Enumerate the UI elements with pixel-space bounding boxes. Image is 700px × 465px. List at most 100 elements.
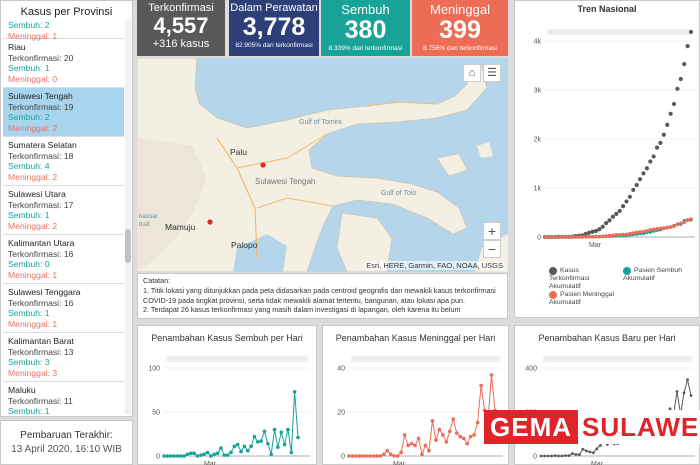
map-canvas[interactable]: Palu Sulawesi Tengah Gulf of Tomini Gulf… <box>137 58 508 272</box>
new-cases-daily-point <box>682 391 686 395</box>
new-cases-daily-point <box>553 454 557 458</box>
deaths-cumulative-point <box>553 235 557 239</box>
notes-panel: Catatan: 1. Titik lokasi yang ditunjukka… <box>137 273 508 319</box>
deaths-daily-point <box>458 434 463 439</box>
confirmed-cumulative-point <box>688 29 694 35</box>
map-point-sulbar[interactable] <box>207 219 213 225</box>
deaths-daily-point <box>451 417 456 421</box>
notes-line-1: 1. Titik lokasi yang ditunjukkan pada pe… <box>143 285 496 305</box>
notes-line-2: 2. Terdapat 26 kasus terkonfirmasi yang … <box>143 305 461 315</box>
recovered-daily-point <box>202 452 206 457</box>
trend-chart[interactable]: 4k 3k 2k 1k 0 Mar <box>515 17 700 317</box>
deaths-cumulative-point <box>628 231 632 236</box>
range-slider <box>351 356 501 362</box>
recovered-label: Sembuh <box>341 2 390 17</box>
legend-recovered[interactable]: Pasien Sembuh Akumulatif <box>623 267 695 283</box>
deaths-cumulative-point <box>594 234 598 239</box>
deaths-cumulative-point <box>597 234 602 239</box>
y-tick-label: 2k <box>534 137 542 144</box>
province-item[interactable]: Sulawesi Tengah Terkonfirmasi: 19 Sembuh: … <box>3 87 124 136</box>
recovered-sub: 8.339% dari terkonfirmasi <box>328 45 403 52</box>
province-confirmed: Terkonfirmasi: 16 <box>8 248 74 259</box>
confirmed-cumulative-point <box>668 111 673 116</box>
province-recovered: Sembuh: 2 <box>8 20 50 30</box>
deaths-sub: 8.756% dari terkonfirmasi <box>423 45 497 52</box>
confirmed-cumulative-point <box>685 44 690 49</box>
recovered-daily-point <box>282 442 287 447</box>
province-item[interactable]: Sulawesi Utara Terkonfirmasi: 17 Sembuh: 1… <box>3 185 124 234</box>
province-name: Riau <box>8 42 26 52</box>
new-cases-daily-point <box>543 454 546 458</box>
deaths-daily-point <box>448 429 452 434</box>
deaths-daily-point <box>399 450 403 455</box>
deaths-cumulative-point <box>556 235 561 239</box>
recovered-daily-point <box>235 442 240 447</box>
deaths-daily-point <box>395 454 400 458</box>
province-item[interactable]: Kalimantan Utara Terkonfirmasi: 16 Sembuh:… <box>3 234 124 283</box>
recovered-daily-chart[interactable]: 100 50 0 Mar <box>138 346 318 465</box>
province-deaths: Meninggal: 1 <box>8 318 58 329</box>
map-label-makassar: kassar <box>139 213 159 220</box>
province-item[interactable]: Sulawesi Tenggara Terkonfirmasi: 16 Sembuh… <box>3 283 124 332</box>
confirmed-cumulative-point <box>634 182 639 188</box>
deaths-daily-chart[interactable]: 40 20 0 Mar <box>323 346 510 465</box>
deaths-daily-point <box>454 431 459 435</box>
province-item[interactable]: Maluku Terkonfirmasi: 11 Sembuh: 1 <box>3 381 124 416</box>
recovered-daily-point <box>199 453 203 457</box>
legend-deaths[interactable]: Pasien Meninggal Akumulatif <box>549 291 629 307</box>
province-recovered: Sembuh: 1 <box>8 406 50 416</box>
zoom-in-button[interactable]: + <box>483 222 501 240</box>
deaths-cumulative-point <box>587 234 591 239</box>
new-cases-daily-point <box>574 453 578 456</box>
home-button[interactable]: ⌂ <box>463 64 481 82</box>
confirmed-cumulative-point <box>590 229 595 234</box>
province-scrollbar[interactable] <box>125 19 131 414</box>
deaths-cumulative-point <box>577 235 581 239</box>
province-name: Sulawesi Tengah <box>8 91 73 101</box>
recovered-daily-point <box>162 454 166 458</box>
new-cases-daily-point <box>595 447 599 451</box>
confirmed-cumulative-point <box>604 220 609 226</box>
zoom-out-button[interactable]: − <box>483 240 501 258</box>
map-point-sulteng[interactable] <box>260 162 266 168</box>
deaths-daily-point <box>371 454 376 458</box>
province-recovered: Sembuh: 4 <box>8 161 50 172</box>
new-cases-daily-chart[interactable]: 4002000Mar <box>515 346 700 465</box>
legend-confirmed[interactable]: Kasus Terkonfirmasi Akumulatif <box>549 267 619 291</box>
recovered-daily-point <box>262 429 267 434</box>
scrollbar-thumb[interactable] <box>125 229 131 263</box>
y-tick-label: 0 <box>156 454 160 461</box>
province-recovered: Sembuh: 1 <box>8 210 50 221</box>
last-update-panel: Pembaruan Terakhir: 13 April 2020, 16:10… <box>0 420 133 465</box>
deaths-cumulative-point <box>689 217 693 221</box>
province-name: Sulawesi Tenggara <box>8 287 81 297</box>
province-item[interactable]: Riau Terkonfirmasi: 20 Sembuh: 1 Meninggal:… <box>3 38 124 87</box>
x-tick-label: Mar <box>204 461 217 465</box>
new-cases-daily-point <box>560 454 564 458</box>
province-list[interactable]: Sembuh: 2 Meninggal: 1 Riau Terkonfirmasi… <box>3 19 124 416</box>
new-cases-daily-point <box>584 449 588 453</box>
new-cases-daily-panel: Penambahan Kasus Baru per Hari 4002000Ma… <box>514 325 700 465</box>
deaths-cumulative-point <box>685 218 690 223</box>
province-item[interactable]: Sumatera Selatan Terkonfirmasi: 18 Sembuh:… <box>3 136 124 185</box>
y-tick-label: 400 <box>525 366 537 373</box>
deaths-daily-point <box>430 419 435 423</box>
deaths-daily-point <box>375 454 379 458</box>
confirmed-card: Terkonfirmasi 4,557 +316 kasus <box>137 0 225 56</box>
recovered-daily-point <box>259 439 263 443</box>
recovered-daily-point <box>168 454 173 458</box>
recovered-daily-point <box>219 446 223 450</box>
deaths-daily-point <box>465 441 469 446</box>
layer-list-button[interactable]: ☰ <box>483 64 501 82</box>
deaths-cumulative-point <box>634 230 639 235</box>
y-tick-label: 0 <box>533 454 537 461</box>
new-cases-daily-point <box>689 394 693 397</box>
last-update-label: Pembaruan Terakhir: <box>20 430 113 441</box>
map-view[interactable]: Palu Sulawesi Tengah Gulf of Tomini Gulf… <box>137 58 508 272</box>
province-item-partial[interactable]: Sembuh: 2 Meninggal: 1 <box>3 19 124 41</box>
province-item[interactable]: Kalimantan Barat Terkonfirmasi: 13 Sembuh:… <box>3 332 124 381</box>
confirmed-cumulative-point <box>658 140 663 145</box>
recovered-daily-point <box>178 454 183 458</box>
deaths-cumulative-point <box>573 235 578 239</box>
